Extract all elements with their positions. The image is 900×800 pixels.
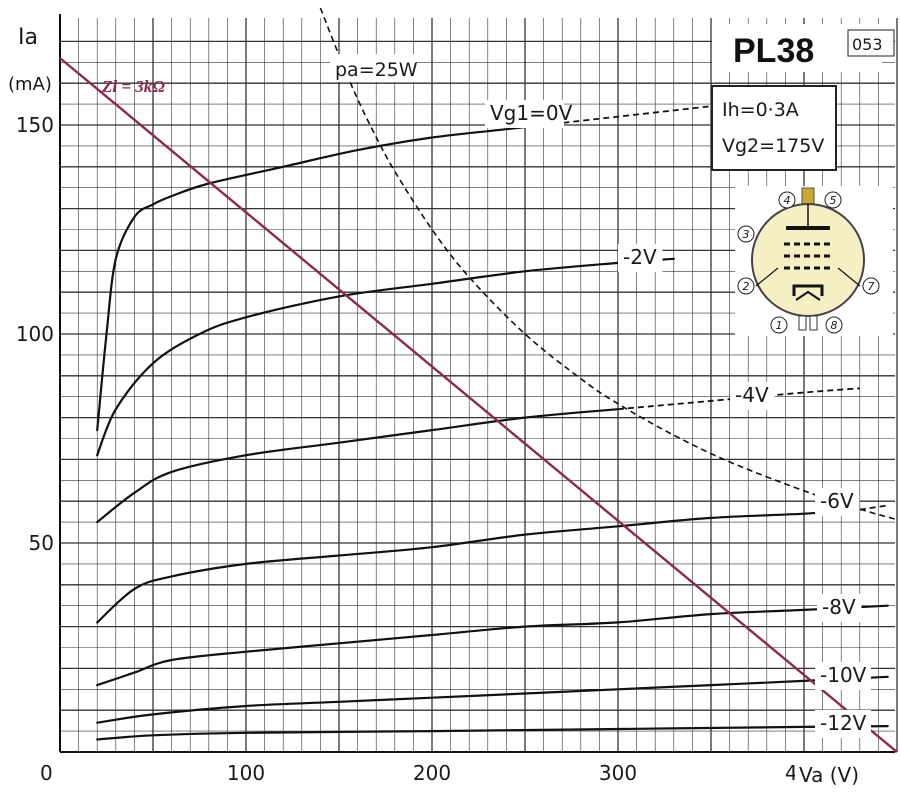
series-line <box>96 408 620 524</box>
x-origin-label: 0 <box>40 761 53 785</box>
plate-curves <box>96 99 889 741</box>
chart-code: 053 <box>852 35 883 54</box>
pin-stub-left <box>798 315 807 331</box>
tube-pinout-diagram: 1 2 3 4 5 7 8 <box>735 186 893 336</box>
pin-number: 1 <box>776 319 783 332</box>
series-line <box>96 675 889 724</box>
series-line <box>96 508 861 624</box>
pin-lead-2 <box>755 267 779 287</box>
pin-circle <box>737 225 755 243</box>
cathode <box>792 284 824 296</box>
x-tick-label: 200 <box>413 761 451 785</box>
series-line <box>96 123 545 432</box>
series-label-backing <box>485 100 564 128</box>
series-line <box>96 257 675 457</box>
series-label-backing <box>730 382 775 410</box>
load-line-label: Zl = 3kΩ <box>101 77 165 96</box>
chart-title: PL38 <box>733 32 814 70</box>
pin-circle <box>778 191 796 209</box>
series-label: -8V <box>822 595 856 619</box>
y-tick-label: 150 <box>16 113 54 137</box>
load-line: Zl = 3kΩ <box>59 57 898 753</box>
pin-circle <box>770 316 788 334</box>
spec-screen: Vg2=175V <box>722 135 824 157</box>
series-label-backing <box>618 244 663 272</box>
series-label-backing <box>817 594 862 622</box>
series-line <box>96 604 889 687</box>
load-line-mark <box>59 57 898 753</box>
pin-number: 4 <box>784 194 791 207</box>
y-tick-label: 50 <box>29 531 54 555</box>
series-label: -10V <box>820 663 867 687</box>
spec-heater: Ih=0·3A <box>722 99 799 121</box>
spec-box <box>711 85 837 171</box>
series-label: Vg1=0V <box>490 101 573 125</box>
series-label-backing <box>815 710 871 738</box>
pin-circle <box>862 277 880 295</box>
pin-circle <box>825 316 843 334</box>
pin-number: 8 <box>831 319 838 332</box>
code-box <box>847 29 895 57</box>
heater <box>795 290 821 301</box>
top-cap <box>801 187 815 205</box>
y-axis-unit: (mA) <box>8 74 52 95</box>
pin-number: 3 <box>743 228 750 241</box>
dissipation-line <box>319 7 898 521</box>
pin-circle <box>824 191 842 209</box>
pin-lead-7 <box>837 267 861 287</box>
x-tick-label: 300 <box>599 761 637 785</box>
minor-grid <box>60 18 895 752</box>
pin-number: 5 <box>830 194 837 207</box>
x-axis-label: Va (V) <box>799 763 859 787</box>
y-axis-label: Ia <box>18 25 38 50</box>
series-label: -4V <box>735 383 769 407</box>
series-label: -6V <box>820 489 854 513</box>
pin-number: 2 <box>743 280 750 293</box>
pin-stub-right <box>809 315 818 331</box>
pin-labels: 1 2 3 4 5 7 8 <box>737 191 880 334</box>
series-label: -2V <box>623 245 657 269</box>
y-tick-label: 100 <box>16 322 54 346</box>
dissipation-label-backing <box>330 54 416 82</box>
series-labels: Vg1=0V -2V -4V -6V -8V -10V -12V pa=25W <box>330 54 871 738</box>
pin-number: 7 <box>868 280 875 293</box>
dissipation-curve <box>319 7 898 521</box>
x-tick-label: 100 <box>227 761 265 785</box>
series-label-backing <box>815 662 871 690</box>
dissipation-label: pa=25W <box>335 59 418 81</box>
pin-circle <box>737 277 755 295</box>
x-label-backing <box>795 760 865 792</box>
series-line <box>96 725 889 741</box>
axes <box>59 14 895 753</box>
series-label: -12V <box>820 711 867 735</box>
series-label-backing <box>815 488 860 516</box>
